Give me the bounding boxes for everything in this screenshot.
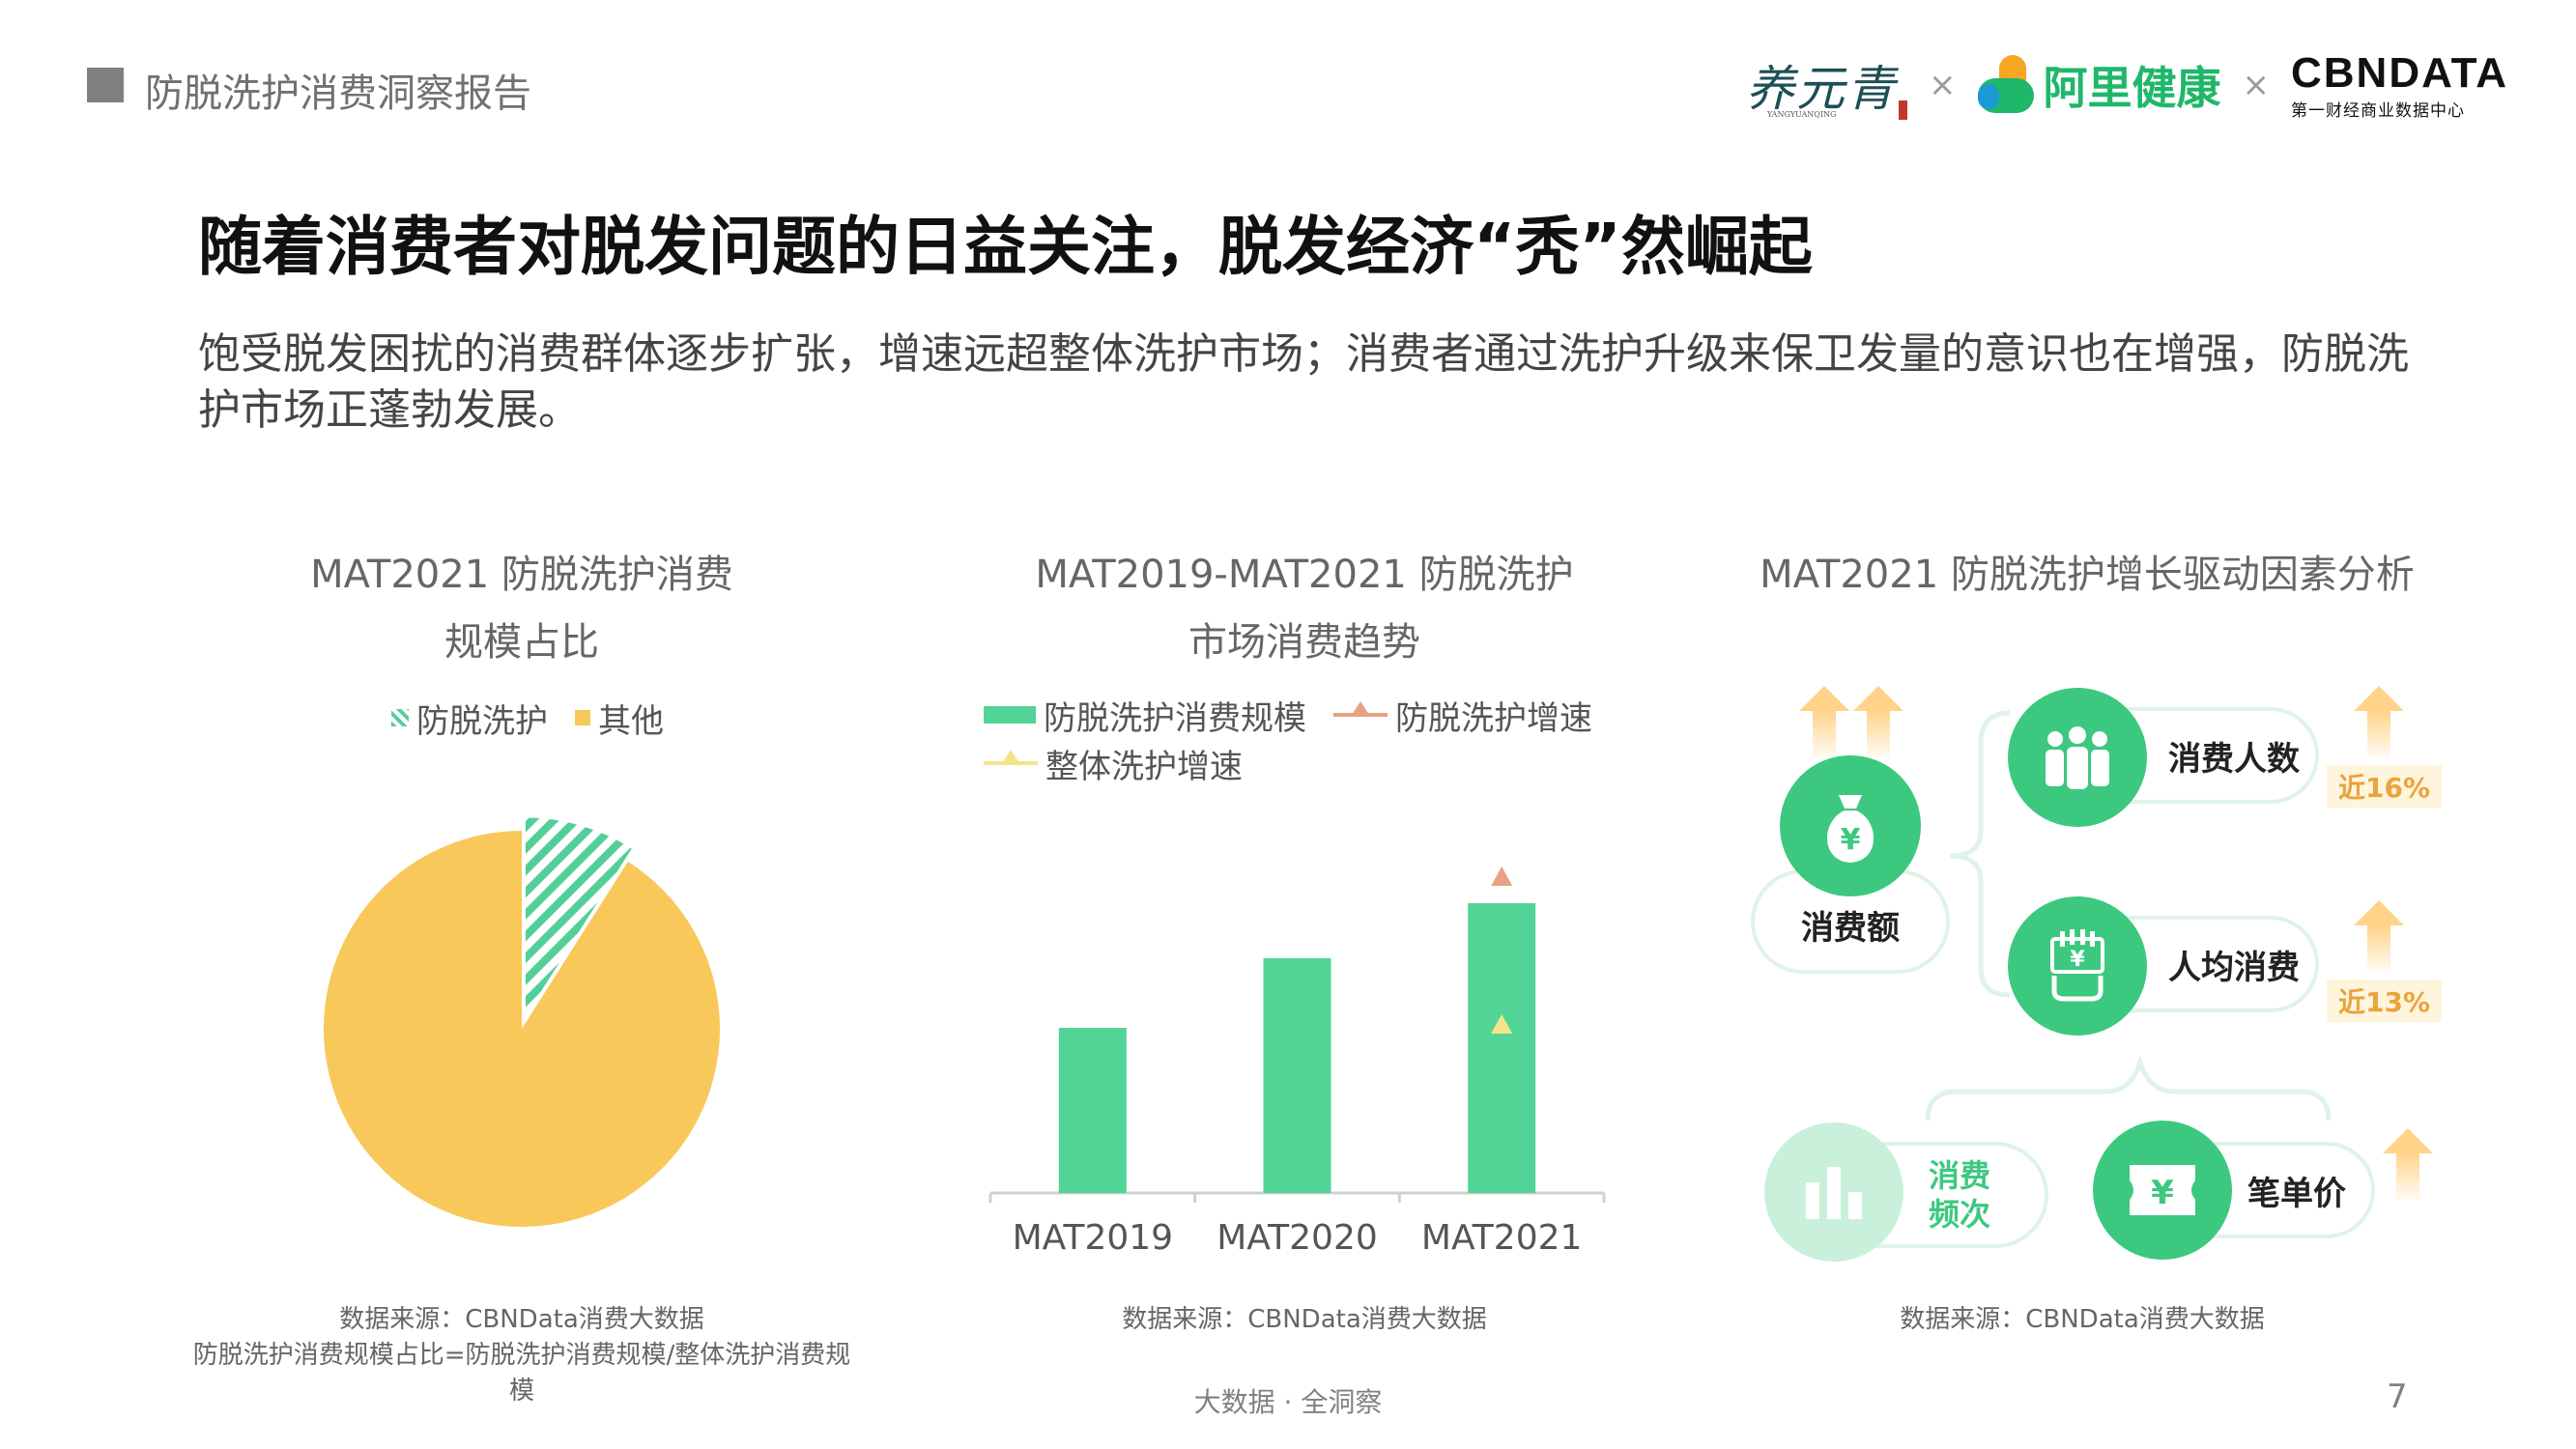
bar-MAT2019 (1058, 1028, 1127, 1193)
branch2-label: 人均消费 (2168, 948, 2300, 987)
bar-legend-item: 防脱洗护增速 (1333, 691, 1592, 739)
bar-chart-title: MAT2019-MAT2021 防脱洗护 市场消费趋势 (995, 541, 1614, 676)
bar-MAT2021 (1468, 903, 1536, 1193)
bar-swatch-icon (984, 706, 1036, 724)
people-icon (2008, 688, 2147, 827)
bar-chart: MAT2019 MAT2020 MAT2021 (988, 867, 1606, 1258)
bar-MAT2020 (1263, 958, 1331, 1193)
leaf-brace (1925, 1055, 2332, 1122)
bar-title-line2: 市场消费趋势 (1188, 620, 1420, 665)
drivers-connectors (1925, 710, 2332, 1122)
pie-slice-0 (525, 817, 632, 1016)
hatch-swatch-icon (391, 709, 409, 726)
cbndata-logo: CBNDATA 第一财经商业数据中心 (2291, 48, 2508, 121)
salmon-line-swatch-icon (1333, 701, 1388, 717)
branch1-label: 消费人数 (2168, 739, 2300, 779)
pie-slice-1 (324, 831, 720, 1227)
leaf1-label-line1: 消费 (1929, 1157, 1991, 1194)
bar-legend-label: 防脱洗护消费规模 (1044, 698, 1306, 738)
up-arrow-icon (2354, 900, 2404, 972)
pie-source-note: 数据来源：CBNData消费大数据 防脱洗护消费规模占比=防脱洗护消费规模/整体… (184, 1302, 860, 1409)
up-arrow-icon (2354, 686, 2404, 757)
pie-chart (324, 817, 720, 1227)
drivers-source-note: 数据来源：CBNData消费大数据 (1900, 1305, 2265, 1334)
pie-title-line2: 规模占比 (444, 620, 599, 665)
partner-logos: 养元青 YANGYUANQING × 阿里健康 × CBNDATA 第一财经商业… (1746, 46, 2508, 124)
header-marker (87, 68, 124, 102)
pie-source-line1: 数据来源：CBNData消费大数据 (339, 1305, 704, 1334)
yangyuanqing-logo-subtext: YANGYUANQING (1767, 110, 1837, 119)
pie-legend: 防脱洗护 其他 (391, 694, 691, 742)
yangyuanqing-logo: 养元青 YANGYUANQING (1746, 50, 1907, 120)
up-arrow-icon (2383, 1128, 2433, 1200)
bar-title-line1: MAT2019-MAT2021 防脱洗护 (1035, 553, 1574, 597)
svg-text:¥: ¥ (2070, 948, 2085, 972)
footer-slogan: 大数据 · 全洞察 (1193, 1386, 1383, 1418)
pie-legend-item: 防脱洗护 (391, 694, 548, 742)
logo-separator-2: × (2242, 66, 2271, 104)
report-title: 防脱洗护消费洞察报告 (145, 71, 531, 116)
pie-legend-item: 其他 (575, 694, 664, 742)
pie-legend-label: 防脱洗护 (416, 701, 548, 741)
up-arrow-icon (1853, 686, 1903, 757)
marker-0-MAT2021 (1491, 867, 1513, 886)
cbndata-logo-text: CBNDATA (2291, 48, 2508, 97)
logo-separator: × (1929, 66, 1957, 104)
cbndata-logo-subtext: 第一财经商业数据中心 (2291, 100, 2465, 121)
money-bag-icon: ¥ (1780, 755, 1921, 896)
bar-source-note: 数据来源：CBNData消费大数据 (1122, 1305, 1487, 1334)
pie-title-line1: MAT2021 防脱洗护消费 (310, 553, 733, 597)
bar-legend-label: 整体洗护增速 (1045, 747, 1243, 786)
page-number: 7 (2387, 1378, 2408, 1416)
alihealth-logo-text: 阿里健康 (2043, 62, 2221, 114)
ticket-yen-icon: ¥ (2093, 1121, 2232, 1260)
drivers-title: MAT2021 防脱洗护增长驱动因素分析 (1760, 553, 2415, 597)
yellow-swatch-icon (575, 710, 590, 725)
x-tick-label: MAT2020 (1216, 1218, 1378, 1258)
up-arrow-icon (1799, 686, 1849, 757)
yangyuanqing-logo-text: 养元青 (1746, 61, 1897, 117)
branch-brace (1949, 710, 2011, 998)
svg-text:¥: ¥ (1841, 823, 1861, 857)
alihealth-logo: 阿里健康 (1977, 53, 2221, 117)
intro-paragraph: 饱受脱发困扰的消费群体逐步扩张，增速远超整体洗护市场；消费者通过洗护升级来保卫发… (198, 329, 2409, 435)
alihealth-mark-icon (1977, 55, 2034, 115)
branch1-growth-badge: 近16% (2327, 765, 2443, 808)
pie-source-line2: 防脱洗护消费规模占比=防脱洗护消费规模/整体洗护消费规模 (192, 1341, 851, 1406)
yellow-line-swatch-icon (984, 750, 1038, 765)
x-tick-label: MAT2021 (1421, 1218, 1583, 1258)
branch2-growth-badge: 近13% (2327, 980, 2443, 1022)
pie-legend-label: 其他 (598, 701, 664, 741)
svg-text:¥: ¥ (2151, 1174, 2174, 1212)
bar-legend-label: 防脱洗护增速 (1395, 698, 1592, 738)
leaf2-label: 笔单价 (2247, 1174, 2346, 1213)
bar-chart-icon (1764, 1122, 1903, 1262)
marker-1-MAT2021 (1491, 1014, 1513, 1034)
bar-legend-item: 整体洗护增速 (984, 739, 1243, 787)
bar-legend-item: 防脱洗护消费规模 (984, 691, 1306, 739)
hand-money-icon: ¥ (2008, 896, 2147, 1036)
page-headline: 随着消费者对脱发问题的日益关注，脱发经济“秃”然崛起 (198, 210, 1813, 284)
leaf1-label-line2: 频次 (1929, 1196, 1991, 1233)
bar-legend: 防脱洗护消费规模 防脱洗护增速 整体洗护增速 (984, 691, 1621, 787)
seal-icon (1899, 100, 1907, 120)
x-tick-label: MAT2019 (1013, 1218, 1174, 1258)
pie-chart-title: MAT2021 防脱洗护消费 规模占比 (251, 541, 792, 676)
root-node-label: 消费额 (1801, 908, 1900, 948)
